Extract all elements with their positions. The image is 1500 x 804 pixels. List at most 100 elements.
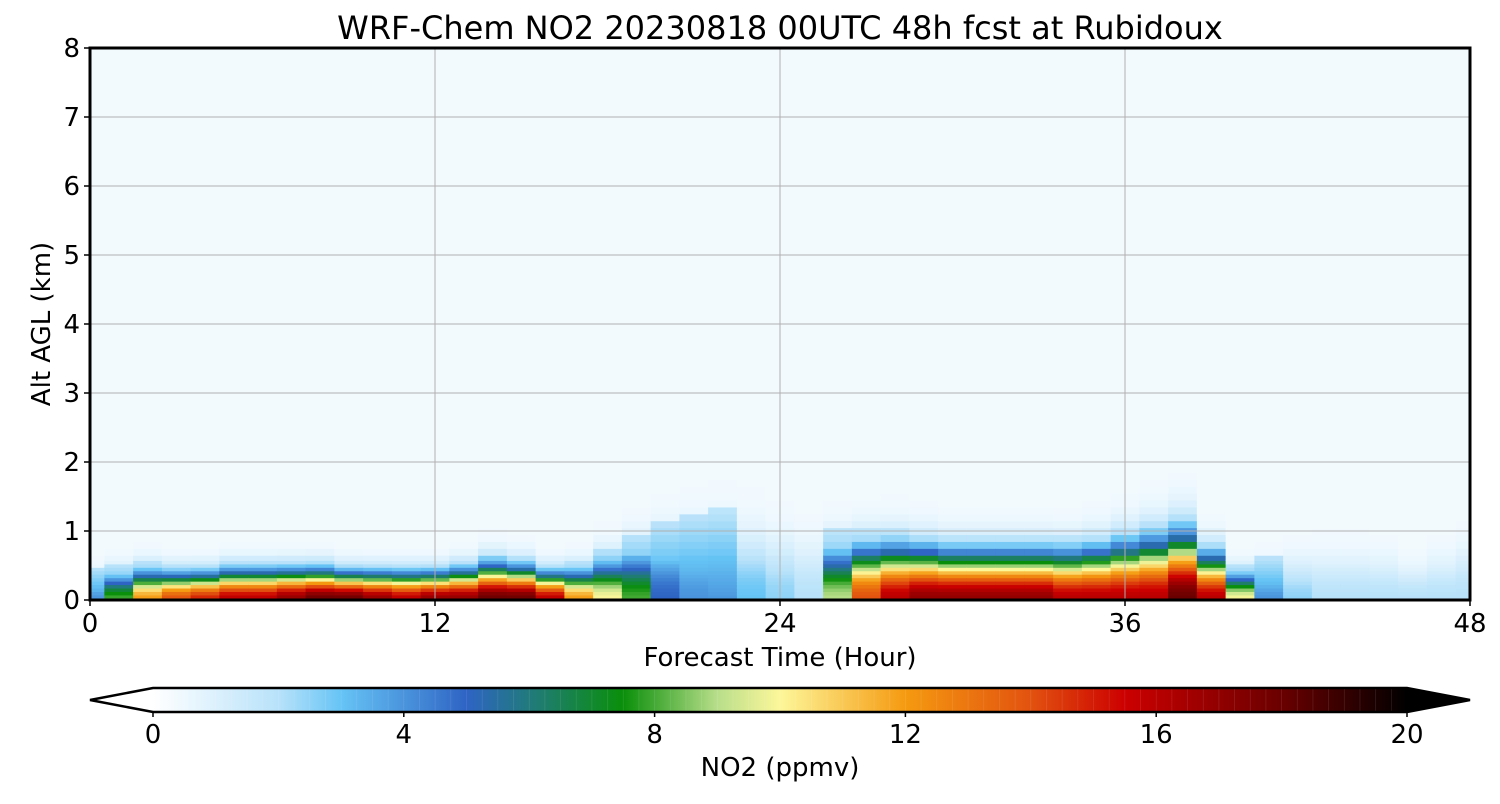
field-cell (995, 486, 1025, 494)
field-cell (1283, 574, 1313, 579)
field-cell (334, 513, 364, 522)
field-cell (190, 591, 220, 596)
field-cell (535, 548, 565, 556)
colorbar-tick-label: 0 (145, 720, 162, 750)
field-cell (880, 548, 910, 556)
field-cell (679, 499, 709, 508)
field-cell (1196, 591, 1227, 596)
field-cell (363, 465, 393, 473)
field-cell (133, 479, 163, 487)
field-cell (1426, 541, 1457, 549)
field-cell (363, 591, 393, 596)
field-cell (1455, 493, 1471, 501)
field-cell (938, 541, 968, 549)
field-cell (478, 548, 508, 556)
field-cell (621, 594, 652, 599)
field-cell (1426, 455, 1457, 467)
field-cell (506, 581, 537, 586)
field-cell (679, 563, 709, 568)
field-cell (1340, 581, 1370, 586)
field-cell (1426, 520, 1457, 529)
field-cell (1168, 472, 1198, 480)
field-cell (506, 534, 537, 542)
field-cell (190, 455, 220, 467)
field-cell (334, 574, 364, 579)
field-cell (1426, 465, 1457, 473)
field-cell (621, 493, 652, 501)
field-cell (219, 555, 249, 561)
field-cell (564, 358, 594, 411)
field-cell (880, 472, 910, 480)
field-cell (1024, 581, 1054, 586)
field-cell (334, 594, 364, 599)
field-cell (478, 506, 508, 515)
field-cell (1225, 520, 1255, 529)
field-cell (794, 567, 824, 572)
field-cell (593, 520, 623, 529)
field-cell (679, 520, 709, 529)
field-cell (1369, 520, 1399, 529)
field-cell (1225, 493, 1255, 501)
field-cell (995, 410, 1025, 439)
field-cell (219, 560, 249, 565)
field-cell (851, 541, 882, 549)
field-cell (736, 472, 767, 480)
field-cell (1254, 358, 1284, 411)
field-cell (736, 513, 767, 522)
field-cell (995, 548, 1025, 556)
field-cell (1024, 574, 1054, 579)
field-cell (133, 534, 163, 542)
field-cell (1168, 584, 1198, 589)
field-cell (1311, 577, 1342, 582)
field-cell (966, 587, 997, 592)
field-cell (1455, 587, 1471, 592)
field-cell (851, 520, 882, 529)
field-cell (449, 548, 479, 556)
field-cell (1168, 567, 1198, 572)
field-cell (736, 577, 767, 582)
field-cell (1139, 577, 1169, 582)
field-cell (1455, 560, 1471, 565)
field-cell (1426, 493, 1457, 501)
field-cell (966, 570, 997, 575)
field-cell (1053, 493, 1083, 501)
field-cell (1196, 455, 1227, 467)
field-cell (650, 520, 680, 529)
field-cell (478, 358, 508, 411)
field-cell (219, 493, 249, 501)
y-axis-label: Alt AGL (km) (27, 242, 57, 406)
field-cell (1340, 584, 1370, 589)
field-cell (363, 534, 393, 542)
field-cell (363, 506, 393, 515)
field-cell (104, 499, 134, 508)
field-cell (219, 358, 249, 411)
field-cell (736, 560, 767, 565)
field-cell (1081, 410, 1112, 439)
field-cell (161, 506, 192, 515)
field-cell (938, 534, 968, 542)
field-cell (823, 437, 853, 456)
field-cell (104, 479, 134, 487)
field-cell (219, 48, 249, 84)
field-cell (1311, 465, 1342, 473)
field-cell (190, 577, 220, 582)
field-cell (248, 465, 278, 473)
field-cell (1398, 581, 1428, 586)
field-cell (621, 584, 652, 589)
field-cell (938, 493, 968, 501)
field-cell (708, 410, 738, 439)
field-cell (478, 555, 508, 561)
field-cell (1369, 594, 1399, 599)
field-cell (190, 548, 220, 556)
field-cell (621, 577, 652, 582)
field-cell (938, 587, 968, 592)
field-cell (1139, 520, 1169, 529)
field-cell (334, 479, 364, 487)
field-cell (1340, 486, 1370, 494)
field-cell (708, 493, 738, 501)
field-cell (679, 410, 709, 439)
field-cell (1168, 520, 1198, 529)
field-cell (1398, 506, 1428, 515)
field-cell (564, 591, 594, 596)
field-cell (363, 574, 393, 579)
